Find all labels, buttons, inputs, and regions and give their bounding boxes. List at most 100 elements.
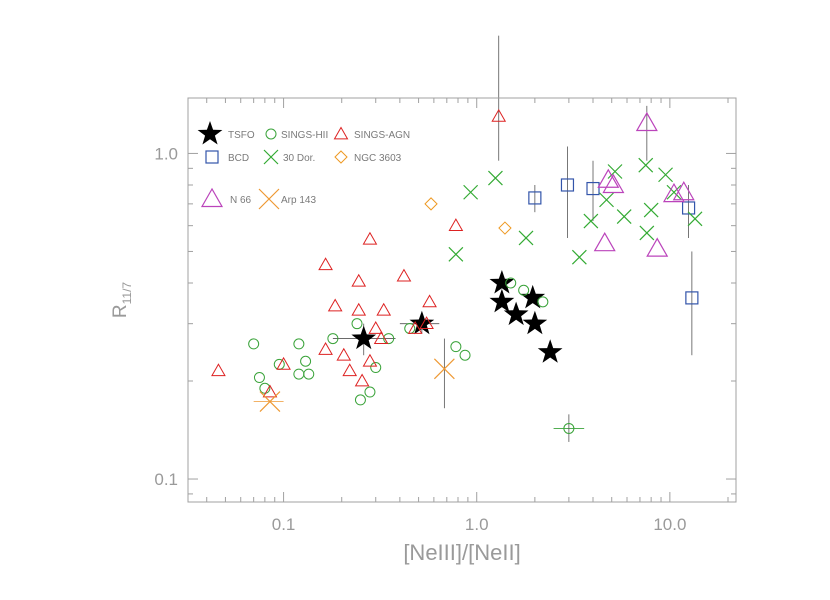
point-sings_hii bbox=[518, 284, 530, 296]
y-axis-label-main: R bbox=[110, 304, 131, 318]
point-sings_agn bbox=[373, 331, 389, 344]
point-sings_agn bbox=[354, 373, 370, 387]
point-dor30 bbox=[687, 211, 703, 227]
point-bcd bbox=[685, 291, 699, 305]
legend-marker-bcd bbox=[205, 150, 219, 164]
point-sings_hii bbox=[293, 338, 305, 350]
point-tsfo bbox=[489, 270, 515, 294]
point-sings_hii bbox=[563, 422, 575, 434]
legend-label-dor30: 30 Dor. bbox=[283, 153, 315, 164]
point-sings_agn bbox=[318, 341, 333, 355]
point-dor30 bbox=[571, 249, 587, 265]
point-sings_hii bbox=[370, 362, 382, 374]
point-sings_hii bbox=[327, 333, 339, 345]
point-sings_agn bbox=[276, 356, 291, 370]
point-arp143 bbox=[259, 391, 281, 412]
legend-marker-arp143 bbox=[258, 188, 280, 210]
point-sings_agn bbox=[262, 384, 278, 398]
legend-marker-ngc3603 bbox=[334, 150, 348, 164]
legend-label-ngc3603: NGC 3603 bbox=[354, 153, 402, 164]
point-sings_hii bbox=[364, 386, 376, 398]
point-sings_agn bbox=[351, 302, 367, 316]
legend-marker-n66 bbox=[200, 187, 224, 208]
y-axis-label: R11/7 bbox=[110, 282, 134, 319]
point-tsfo bbox=[503, 301, 529, 326]
point-sings_agn bbox=[448, 218, 464, 232]
point-n66 bbox=[662, 182, 685, 203]
axis-ticks bbox=[188, 98, 736, 502]
point-tsfo bbox=[489, 288, 515, 313]
point-n66 bbox=[593, 231, 616, 252]
point-bcd bbox=[586, 181, 600, 196]
point-sings_agn bbox=[327, 298, 343, 312]
legend-marker-tsfo bbox=[197, 121, 223, 145]
point-tsfo bbox=[520, 284, 546, 309]
point-dor30 bbox=[658, 167, 673, 183]
point-dor30 bbox=[607, 164, 623, 179]
point-sings_agn bbox=[422, 294, 437, 308]
legend-label-sings_hii: SINGS-HII bbox=[281, 130, 328, 141]
point-sings_agn bbox=[211, 363, 226, 377]
point-n66 bbox=[602, 173, 625, 194]
point-sings_agn bbox=[407, 320, 423, 334]
point-sings_agn bbox=[342, 363, 358, 377]
legend: TSFO SINGS-HII SINGS-AGN BCD 30 Dor. NGC 3603… bbox=[197, 121, 410, 210]
legend-label-n66: N 66 bbox=[230, 195, 252, 206]
point-bcd bbox=[528, 191, 542, 205]
point-sings_hii bbox=[505, 277, 517, 289]
point-bcd bbox=[560, 178, 575, 192]
point-sings_agn bbox=[491, 108, 507, 122]
point-dor30 bbox=[488, 170, 503, 186]
point-tsfo bbox=[522, 310, 548, 335]
point-sings_hii bbox=[383, 333, 395, 345]
point-dor30 bbox=[583, 213, 599, 229]
point-sings_hii bbox=[300, 355, 312, 367]
x-tick-label: 10.0 bbox=[653, 515, 686, 534]
legend-label-tsfo: TSFO bbox=[228, 130, 255, 141]
point-sings_agn bbox=[336, 347, 352, 361]
point-sings_agn bbox=[376, 302, 392, 316]
point-sings_agn bbox=[362, 231, 378, 245]
y-tick-label: 0.1 bbox=[154, 470, 178, 489]
point-n66 bbox=[672, 181, 695, 201]
legend-label-bcd: BCD bbox=[228, 153, 249, 164]
point-tsfo bbox=[537, 339, 563, 363]
point-dor30 bbox=[463, 184, 479, 200]
point-sings_hii bbox=[293, 368, 305, 380]
point-sings_agn bbox=[396, 268, 412, 282]
point-sings_agn bbox=[362, 353, 378, 367]
point-sings_hii bbox=[450, 341, 462, 353]
point-n66 bbox=[597, 168, 620, 188]
point-sings_hii bbox=[537, 296, 549, 308]
y-tick-label: 1.0 bbox=[154, 144, 178, 163]
legend-marker-sings_hii bbox=[265, 128, 277, 140]
point-tsfo bbox=[351, 325, 377, 350]
point-sings_hii bbox=[354, 394, 366, 406]
y-axis-label-subscript: 11/7 bbox=[120, 282, 134, 305]
point-dor30 bbox=[599, 192, 614, 208]
point-sings_agn bbox=[368, 320, 384, 334]
x-tick-label: 0.1 bbox=[272, 515, 296, 534]
legend-marker-sings_agn bbox=[333, 126, 349, 140]
point-sings_agn bbox=[318, 257, 333, 271]
point-dor30 bbox=[518, 230, 534, 246]
point-dor30 bbox=[616, 209, 632, 224]
point-sings_agn bbox=[351, 273, 367, 287]
point-ngc3603 bbox=[424, 197, 438, 211]
point-tsfo bbox=[409, 310, 435, 335]
plot-frame bbox=[187, 97, 737, 503]
point-dor30 bbox=[448, 246, 464, 262]
point-dor30 bbox=[638, 157, 654, 173]
legend-label-arp143: Arp 143 bbox=[281, 195, 316, 206]
tick-labels: 0.1 1.0 10.0 0.1 1.0 bbox=[154, 144, 686, 534]
error-bars bbox=[253, 35, 693, 442]
point-sings_hii bbox=[248, 338, 260, 350]
legend-label-sings_agn: SINGS-AGN bbox=[354, 130, 410, 141]
legend-marker-dor30 bbox=[263, 149, 279, 165]
point-bcd bbox=[681, 201, 696, 215]
x-axis-label: [NeIII]/[NeII] bbox=[403, 540, 520, 565]
point-arp143 bbox=[433, 358, 455, 380]
point-sings_hii bbox=[303, 368, 315, 380]
x-tick-label: 1.0 bbox=[465, 515, 489, 534]
